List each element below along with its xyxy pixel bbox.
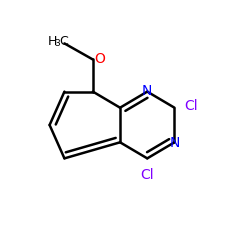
- Text: Cl: Cl: [184, 99, 198, 113]
- Text: O: O: [94, 52, 105, 66]
- Text: N: N: [169, 136, 180, 150]
- Text: Cl: Cl: [140, 168, 154, 182]
- Text: 3: 3: [54, 40, 60, 48]
- Text: N: N: [142, 84, 152, 98]
- Text: C: C: [59, 35, 68, 48]
- Text: H: H: [48, 35, 57, 48]
